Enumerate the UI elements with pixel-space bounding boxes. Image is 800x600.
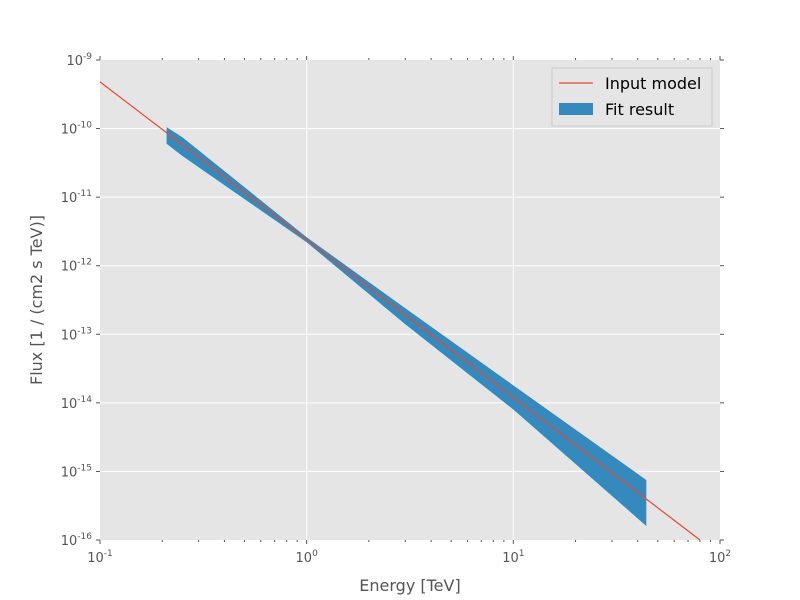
model-line-layer <box>99 81 701 541</box>
y-tick-label: 10-13 <box>61 326 92 343</box>
legend-label-fit-result: Fit result <box>605 100 674 119</box>
y-tick-label: 10-16 <box>61 532 93 549</box>
x-tick-label: 102 <box>709 549 731 566</box>
legend-box <box>551 67 713 127</box>
y-tick-label: 10-15 <box>61 463 92 480</box>
y-tick-label: 10-12 <box>61 258 92 275</box>
y-tick-label: 10-10 <box>61 121 93 138</box>
fit-result-band <box>166 127 647 527</box>
y-tick-label: 10-14 <box>61 395 93 412</box>
x-tick-label: 100 <box>296 549 319 566</box>
x-axis-label: Energy [TeV] <box>359 576 460 595</box>
legend-swatch-fit-result <box>559 103 593 115</box>
input-model-line <box>99 81 701 541</box>
grid <box>100 60 720 540</box>
ticks: 10-1 100 101 102 10-16 10-15 10-14 10-13 10-12 10… <box>61 52 731 566</box>
y-axis-label: Flux [1 / (cm2 s TeV)] <box>27 215 46 385</box>
legend: Input model Fit result <box>551 67 713 127</box>
legend-label-input-model: Input model <box>605 74 701 93</box>
y-tick-label: 10-11 <box>61 189 92 206</box>
fit-band-layer <box>166 127 647 527</box>
x-tick-label: 101 <box>502 549 524 566</box>
y-tick-label: 10-9 <box>66 52 92 69</box>
x-tick-label: 10-1 <box>87 549 113 566</box>
